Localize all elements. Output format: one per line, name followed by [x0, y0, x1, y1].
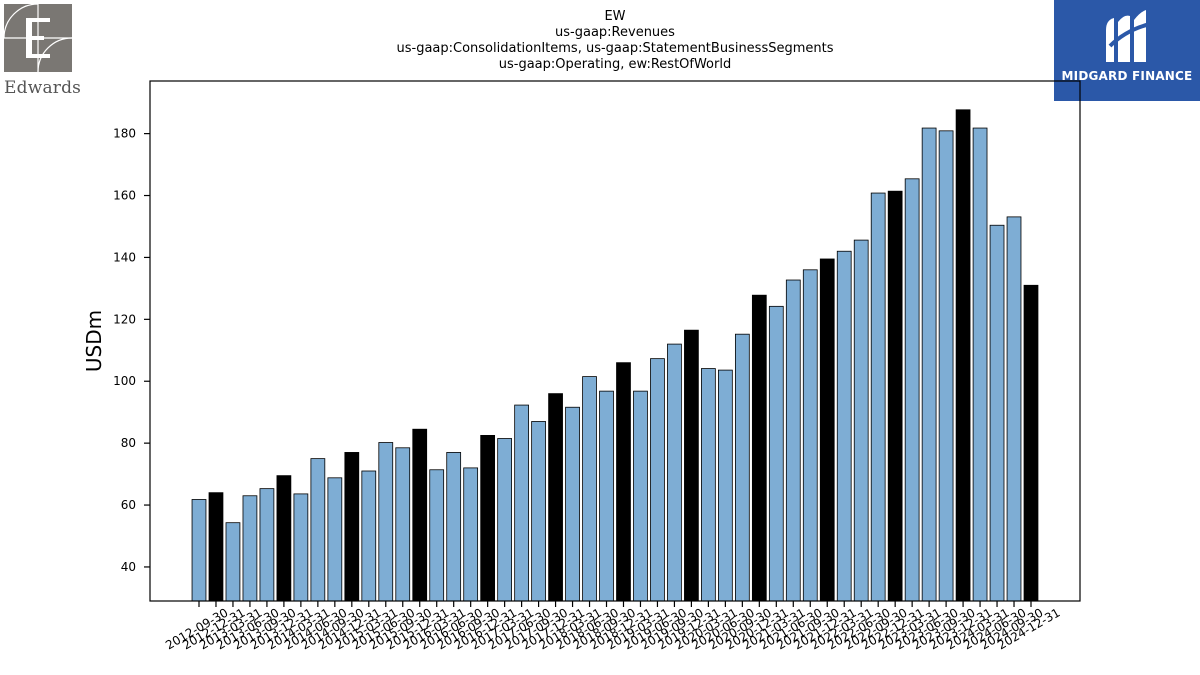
- bar-2019-09-30: [667, 343, 682, 602]
- y-tick-label: 180: [113, 127, 136, 141]
- bar-2020-09-30: [734, 333, 750, 602]
- bar-2021-06-30: [785, 279, 801, 602]
- bar-2023-09-30: [938, 130, 954, 602]
- y-tick-label: 120: [113, 312, 136, 326]
- chart-title-line: us-gaap:Operating, ew:RestOfWorld: [499, 57, 731, 72]
- bar-2014-06-30: [310, 458, 326, 602]
- bar-2021-03-31: [768, 305, 784, 602]
- y-tick-label: 60: [121, 498, 136, 512]
- bar-2014-03-31: [293, 493, 309, 602]
- y-tick-label: 40: [121, 560, 136, 574]
- bar-2017-12-31: [548, 393, 563, 602]
- bar-2016-09-30: [463, 467, 479, 602]
- plot-area-frame: [149, 80, 1081, 602]
- bar-2019-06-30: [650, 358, 665, 602]
- chart-title-line: us-gaap:ConsolidationItems, us-gaap:Stat…: [396, 41, 833, 56]
- bar-2016-12-31: [480, 434, 496, 602]
- bar-2024-12-31: [1023, 284, 1039, 602]
- bar-2018-03-31: [565, 406, 580, 602]
- bar-2015-06-30: [378, 442, 394, 602]
- bar-2013-09-30: [259, 488, 275, 602]
- bar-2015-12-31: [412, 428, 428, 602]
- bar-2013-12-31: [276, 475, 292, 602]
- bar-2014-09-30: [327, 477, 343, 602]
- bar-2017-06-30: [514, 404, 529, 602]
- bar-2018-09-30: [599, 390, 614, 602]
- bar-2019-12-31: [684, 329, 699, 602]
- y-axis-label: USDm: [82, 310, 106, 372]
- chart-title-line: us-gaap:Revenues: [555, 25, 675, 40]
- bar-2020-06-30: [718, 369, 733, 602]
- midgard-finance-logo: MIDGARD FINANCE: [1054, 0, 1200, 101]
- bar-2016-06-30: [446, 452, 462, 602]
- y-axis: 40 60 80 100 120 140 160 180: [113, 127, 150, 574]
- y-tick-label: 140: [113, 250, 136, 264]
- bar-2015-09-30: [395, 447, 411, 602]
- edwards-logo-text: Edwards: [4, 78, 82, 98]
- bar-2023-06-30: [921, 127, 937, 602]
- bar-2020-12-31: [751, 294, 767, 602]
- bar-2021-12-31: [819, 258, 835, 602]
- bar-2012-09-30: [191, 499, 207, 602]
- edwards-logo: Edwards: [3, 3, 82, 100]
- bar-2014-12-31: [344, 452, 360, 602]
- bar-2023-12-31: [955, 109, 971, 602]
- bar-2022-12-31: [887, 190, 903, 602]
- bar-2019-03-31: [633, 390, 648, 602]
- bar-2017-09-30: [531, 421, 546, 602]
- y-tick-label: 160: [113, 189, 136, 203]
- bar-2013-03-31: [225, 522, 241, 602]
- chart-title: EWus-gaap:Revenuesus-gaap:ConsolidationI…: [396, 9, 833, 72]
- bar-2017-03-31: [497, 438, 512, 602]
- midgard-logo-text: MIDGARD FINANCE: [1061, 69, 1193, 83]
- chart-bars: [191, 109, 1039, 602]
- bar-2024-06-30: [989, 224, 1005, 602]
- bar-2021-09-30: [802, 269, 818, 602]
- bar-2018-12-31: [616, 362, 631, 602]
- bar-2022-03-31: [836, 250, 852, 602]
- bar-2013-06-30: [242, 495, 258, 602]
- y-tick-label: 80: [121, 436, 136, 450]
- bar-2022-09-30: [870, 192, 886, 602]
- bar-2023-03-31: [904, 178, 920, 602]
- bar-2024-09-30: [1006, 216, 1022, 602]
- x-axis: 2012-09-302012-12-312013-03-312013-06-30…: [163, 601, 1063, 652]
- bar-2016-03-31: [429, 469, 445, 602]
- bar-2020-03-31: [701, 368, 716, 602]
- bar-2015-03-31: [361, 470, 377, 602]
- bar-2022-06-30: [853, 239, 869, 602]
- edwards-emblem-icon: [3, 3, 73, 73]
- bar-2018-06-30: [582, 376, 597, 602]
- midgard-emblem-icon: [1106, 10, 1151, 63]
- bar-2012-12-31: [208, 492, 224, 602]
- y-tick-label: 100: [113, 374, 136, 388]
- chart-title-line: EW: [604, 9, 625, 24]
- bar-2024-03-31: [972, 127, 988, 602]
